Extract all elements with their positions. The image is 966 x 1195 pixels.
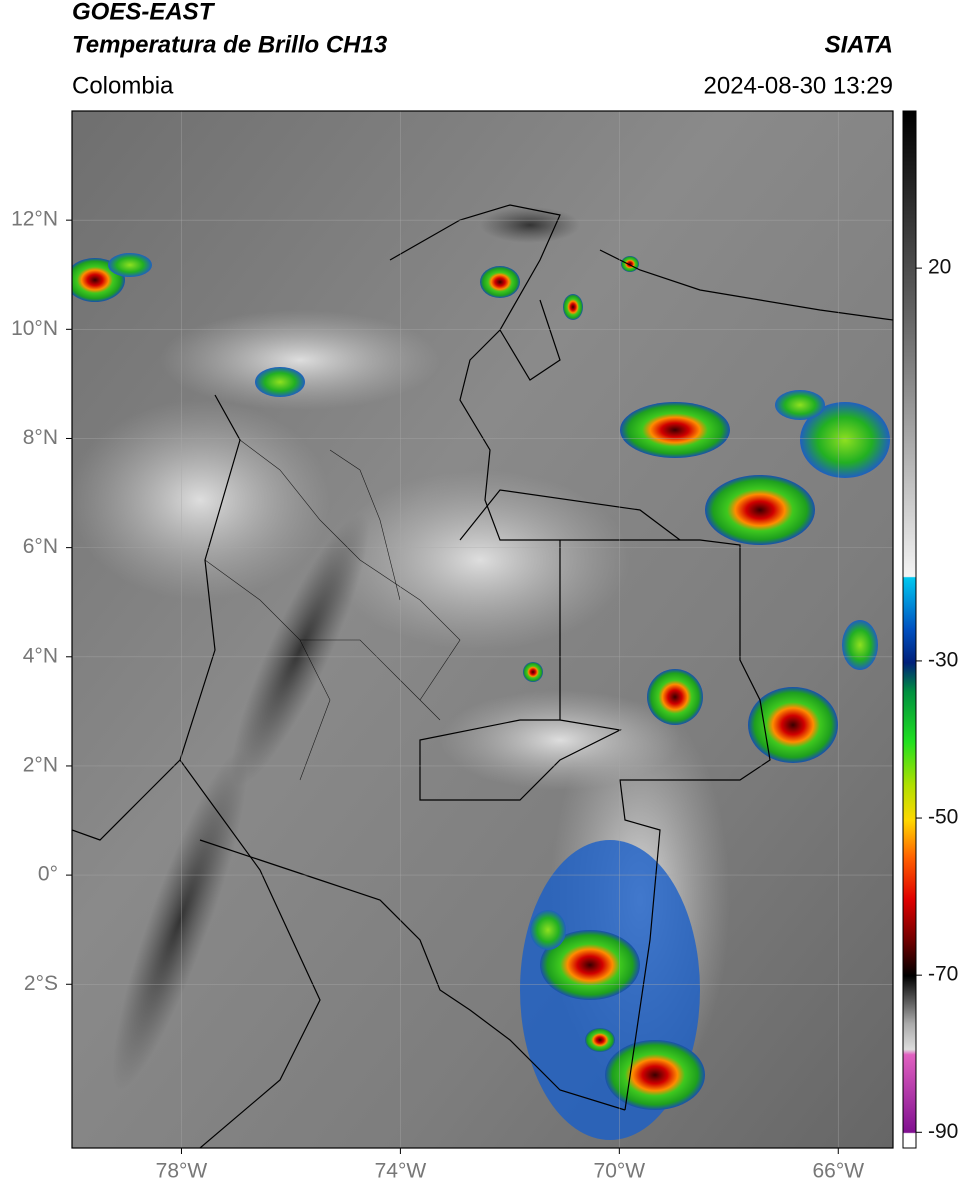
y-tick-label: 0° [38,863,58,886]
title: GOES-EAST [72,0,216,25]
x-tick-label: 70°W [594,1160,646,1183]
colorbar-tick-label: -50 [928,806,958,829]
y-tick-label: 2°S [24,972,58,995]
x-tick-label: 66°W [812,1160,864,1183]
x-tick-label: 78°W [156,1160,208,1183]
y-tick-label: 12°N [11,208,58,231]
y-tick-label: 10°N [11,317,58,340]
colorbar-tick-label: 20 [928,256,951,279]
map-frame [71,110,894,1149]
subtitle: Temperatura de Brillo CH13 [72,31,388,58]
satellite-image [72,111,893,1148]
y-tick-label: 2°N [23,753,58,776]
colorbar-tick-label: -70 [928,963,958,986]
y-tick-label: 8°N [23,426,58,449]
region: Colombia [72,72,174,99]
x-tick-label: 74°W [375,1160,427,1183]
grid [72,111,893,1148]
colorbar-tick-label: -90 [928,1120,958,1143]
colorbar [902,110,917,1149]
datetime: 2024-08-30 13:29 [704,72,894,99]
source: SIATA [825,31,893,58]
y-tick-label: 4°N [23,644,58,667]
y-tick-label: 6°N [23,535,58,558]
colorbar-tick-label: -30 [928,648,958,671]
